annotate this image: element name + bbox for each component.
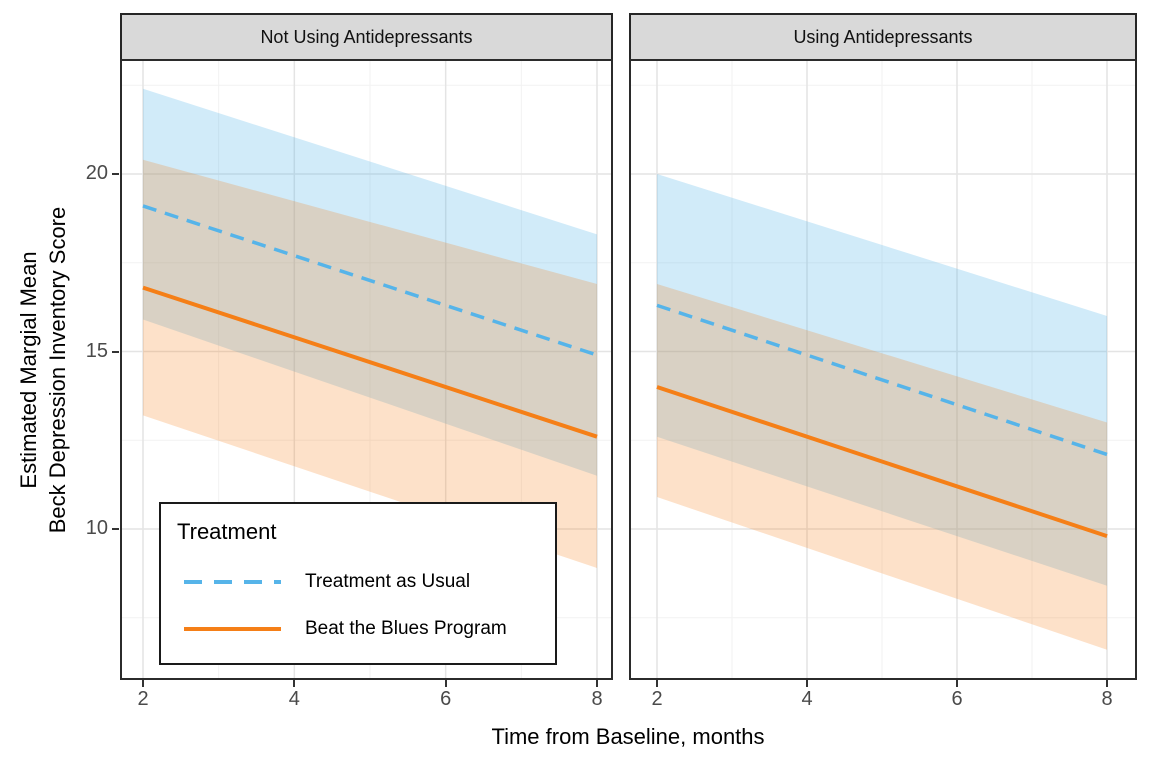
- panel-using: [629, 59, 1137, 680]
- x-tick-mark: [656, 680, 658, 687]
- legend-item-label: Beat the Blues Program: [305, 618, 507, 639]
- trend-line-treatment-as-usual: [656, 303, 1108, 457]
- y-axis-title: Estimated Margial Mean Beck Depression I…: [14, 0, 72, 740]
- legend-item: Beat the Blues Program: [184, 618, 507, 639]
- x-tick-label: 6: [951, 688, 963, 710]
- panel-not-using: [120, 59, 613, 680]
- x-tick-label: 2: [651, 688, 663, 710]
- x-tick-mark: [142, 680, 144, 687]
- facet-strip-not-using: Not Using Antidepressants: [120, 13, 613, 61]
- facet-strip-using: Using Antidepressants: [629, 13, 1137, 61]
- strip-label: Using Antidepressants: [793, 26, 973, 47]
- x-tick-mark: [806, 680, 808, 687]
- legend-key-dashed-line: [184, 580, 281, 584]
- trend-line-beat-the-blues: [142, 285, 598, 439]
- x-tick-mark: [293, 680, 296, 687]
- y-tick-mark: [112, 173, 119, 175]
- y-tick-mark: [112, 528, 119, 530]
- x-tick-mark: [444, 680, 447, 687]
- y-tick-label: 20: [85, 162, 108, 184]
- y-axis-title-line1: Estimated Margial Mean: [16, 251, 41, 489]
- panel-canvas: [629, 59, 1137, 680]
- x-tick-label: 4: [801, 688, 813, 710]
- panel-canvas: [120, 59, 613, 680]
- y-tick-mark: [112, 350, 119, 353]
- legend: Treatment Treatment as Usual Beat the Bl…: [159, 502, 557, 665]
- trend-line-beat-the-blues: [656, 385, 1108, 538]
- trend-line-treatment-as-usual: [142, 204, 598, 357]
- y-axis-title-line2: Beck Depression Inventory Score: [45, 206, 70, 534]
- panel-border: [629, 59, 1137, 680]
- legend-item: Treatment as Usual: [184, 571, 471, 592]
- y-tick-label: 15: [85, 339, 108, 362]
- x-tick-label: 8: [1101, 688, 1113, 710]
- x-tick-label: 2: [137, 688, 149, 710]
- x-tick-mark: [596, 680, 598, 687]
- x-tick-label: 8: [591, 688, 603, 710]
- x-tick-mark: [956, 680, 958, 687]
- x-tick-label: 6: [440, 688, 452, 710]
- strip-label: Not Using Antidepressants: [260, 26, 473, 47]
- legend-key-solid-line: [184, 627, 281, 631]
- ci-ribbon: [657, 284, 1107, 650]
- x-axis-title: Time from Baseline, months: [491, 724, 765, 749]
- legend-title: Treatment: [177, 519, 277, 544]
- y-tick-label: 10: [85, 517, 108, 539]
- legend-item-label: Treatment as Usual: [305, 571, 471, 592]
- x-tick-mark: [1106, 680, 1108, 687]
- x-tick-label: 4: [288, 688, 300, 710]
- panel-border: [120, 59, 613, 680]
